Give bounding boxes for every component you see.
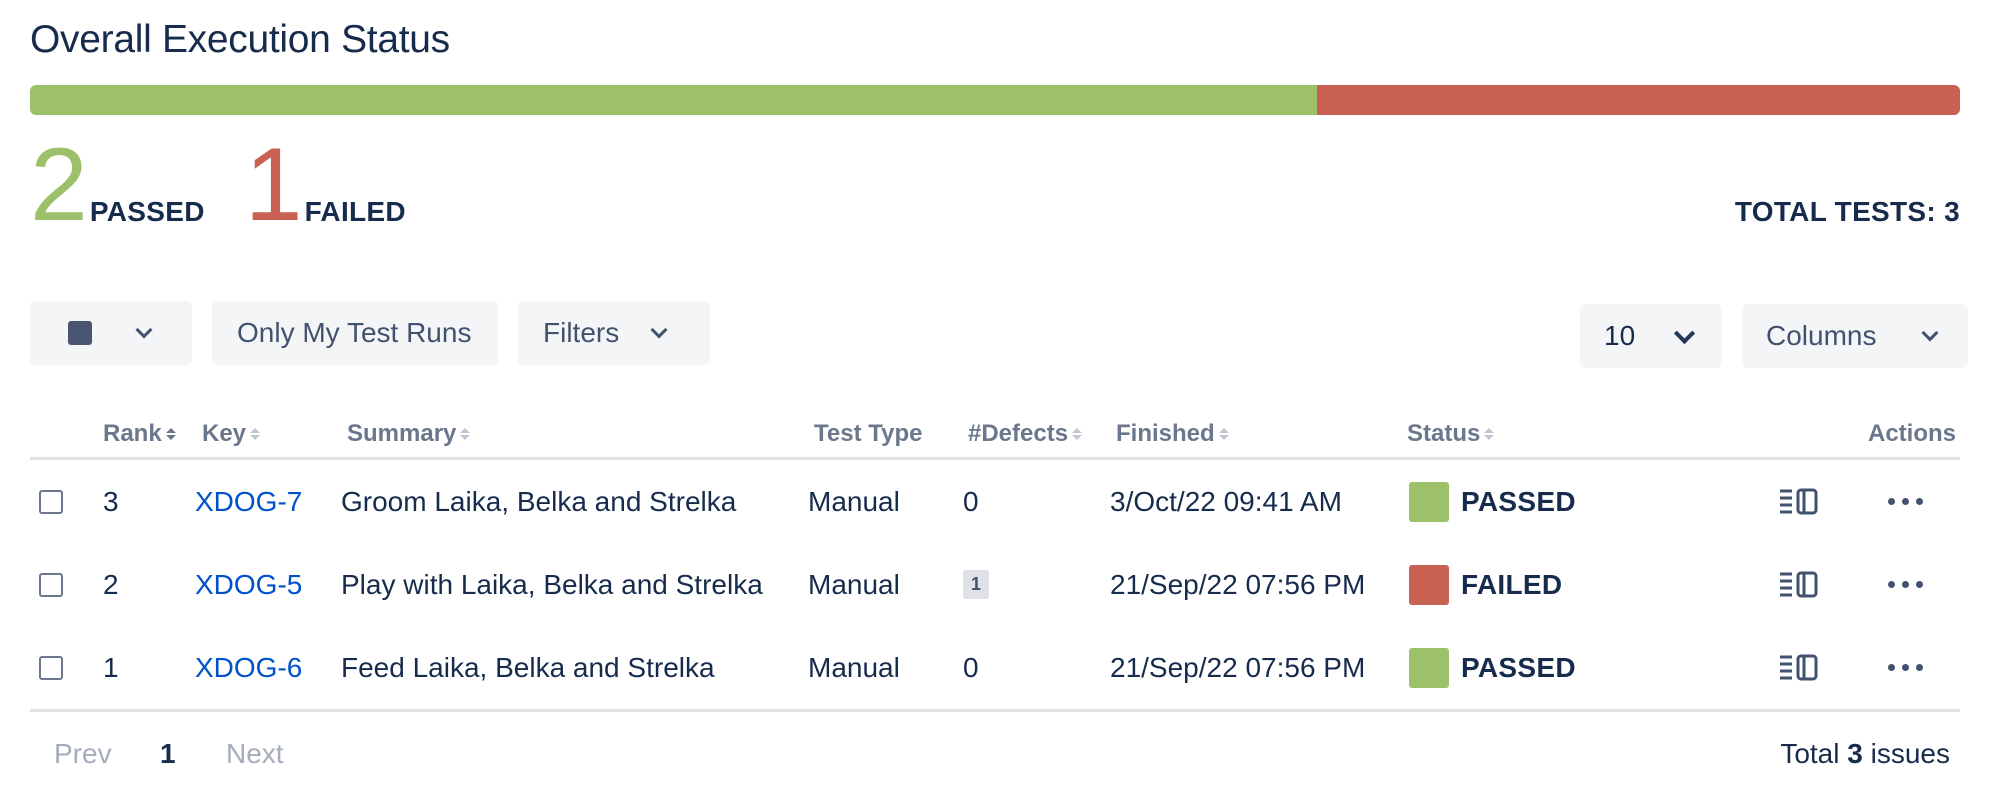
status-color-swatch	[1409, 647, 1449, 688]
bulk-select-dropdown[interactable]	[30, 301, 192, 365]
column-header-defects-label: #Defects	[968, 420, 1069, 447]
chevron-down-icon	[1674, 322, 1696, 344]
passed-stat: 2 PASSED	[30, 127, 205, 243]
column-header-summary-label: Summary	[347, 420, 457, 447]
row-status: FAILED	[1409, 543, 1562, 626]
page-size-value: 10	[1604, 320, 1636, 351]
passed-label: PASSED	[89, 196, 205, 227]
row-test-type: Manual	[808, 568, 900, 600]
table-row: 3 XDOG-7 Groom Laika, Belka and Strelka …	[30, 460, 1960, 543]
status-color-swatch	[1409, 481, 1449, 522]
passed-count: 2	[30, 127, 88, 243]
total-tests: TOTAL TESTS: 3	[1734, 196, 1960, 227]
row-defects: 0	[963, 651, 979, 683]
row-summary: Feed Laika, Belka and Strelka	[341, 651, 715, 683]
progress-failed-segment	[1316, 85, 1960, 115]
chevron-down-icon	[135, 321, 153, 339]
row-summary: Groom Laika, Belka and Strelka	[341, 485, 737, 517]
row-defects[interactable]: 1	[963, 543, 990, 626]
row-checkbox[interactable]	[39, 655, 63, 680]
sort-icon	[165, 428, 176, 440]
column-header-actions-label: Actions	[1868, 420, 1957, 447]
failed-count: 1	[244, 127, 303, 243]
row-finished: 21/Sep/22 07:56 PM	[1110, 568, 1366, 600]
execution-details-icon[interactable]	[1779, 543, 1819, 626]
row-finished: 21/Sep/22 07:56 PM	[1110, 651, 1366, 683]
only-my-test-runs-label: Only My Test Runs	[237, 317, 472, 348]
row-rank: 1	[103, 651, 119, 683]
failed-label: FAILED	[304, 196, 406, 227]
status-color-swatch	[1409, 564, 1449, 605]
row-rank: 2	[103, 568, 119, 600]
square-checkbox-icon	[68, 321, 92, 345]
sort-icon	[1484, 428, 1495, 440]
row-checkbox[interactable]	[39, 489, 63, 514]
sort-icon	[1218, 428, 1229, 440]
columns-label: Columns	[1766, 320, 1877, 351]
column-header-rank[interactable]: Rank	[103, 420, 176, 448]
only-my-test-runs-button[interactable]: Only My Test Runs	[212, 301, 498, 365]
prev-page-button[interactable]: Prev	[54, 738, 112, 769]
row-status: PASSED	[1409, 626, 1576, 709]
sort-icon	[1072, 428, 1083, 440]
more-actions-icon[interactable]	[1888, 626, 1923, 709]
table-header-divider	[30, 457, 1960, 460]
table-footer-divider	[30, 709, 1960, 712]
row-key-link[interactable]: XDOG-5	[195, 568, 303, 600]
row-test-type: Manual	[808, 485, 900, 517]
sort-icon	[250, 428, 261, 440]
status-badge: PASSED	[1461, 485, 1576, 517]
execution-details-icon[interactable]	[1779, 460, 1819, 543]
status-badge: FAILED	[1461, 568, 1563, 600]
row-checkbox[interactable]	[39, 572, 63, 597]
chevron-down-icon	[1921, 324, 1939, 342]
status-badge: PASSED	[1461, 651, 1576, 683]
more-actions-icon[interactable]	[1888, 543, 1923, 626]
row-key-link[interactable]: XDOG-7	[195, 485, 303, 517]
page-size-select[interactable]: 10	[1580, 304, 1722, 368]
row-status: PASSED	[1409, 460, 1576, 543]
column-header-test-type: Test Type	[814, 420, 922, 448]
column-header-key[interactable]: Key	[202, 420, 261, 448]
column-header-finished-label: Finished	[1116, 420, 1215, 447]
column-header-summary[interactable]: Summary	[347, 420, 471, 448]
current-page[interactable]: 1	[160, 738, 176, 769]
column-header-status-label: Status	[1407, 420, 1481, 447]
row-summary: Play with Laika, Belka and Strelka	[341, 568, 763, 600]
execution-progress-bar	[30, 85, 1960, 115]
filters-dropdown[interactable]: Filters	[518, 301, 710, 365]
column-header-defects[interactable]: #Defects	[968, 420, 1083, 448]
column-header-finished[interactable]: Finished	[1116, 420, 1229, 448]
row-key-link[interactable]: XDOG-6	[195, 651, 303, 683]
filters-label: Filters	[543, 317, 620, 348]
defects-badge[interactable]: 1	[963, 570, 990, 599]
table-row: 2 XDOG-5 Play with Laika, Belka and Stre…	[30, 543, 1960, 626]
total-issues-prefix: Total	[1780, 738, 1840, 769]
status-summary: 2 PASSED 1 FAILED	[30, 127, 446, 243]
column-header-rank-label: Rank	[103, 420, 162, 447]
total-issues-count: 3	[1847, 738, 1863, 769]
row-test-type: Manual	[808, 651, 900, 683]
column-header-key-label: Key	[202, 420, 247, 447]
execution-details-icon[interactable]	[1779, 626, 1819, 709]
column-header-actions: Actions	[1868, 420, 1956, 448]
next-page-button[interactable]: Next	[226, 738, 284, 769]
chevron-down-icon	[650, 321, 668, 339]
page-title: Overall Execution Status	[30, 18, 450, 61]
progress-passed-segment	[30, 85, 1317, 115]
column-header-status[interactable]: Status	[1407, 420, 1495, 448]
row-rank: 3	[103, 485, 119, 517]
total-issues-suffix: issues	[1870, 738, 1950, 769]
column-header-test-type-label: Test Type	[814, 420, 923, 447]
row-finished: 3/Oct/22 09:41 AM	[1110, 485, 1342, 517]
total-issues: Total 3 issues	[1780, 738, 1950, 770]
failed-stat: 1 FAILED	[244, 127, 406, 243]
more-actions-icon[interactable]	[1888, 460, 1923, 543]
row-defects: 0	[963, 485, 979, 517]
columns-dropdown[interactable]: Columns	[1742, 304, 1968, 368]
table-row: 1 XDOG-6 Feed Laika, Belka and Strelka M…	[30, 626, 1960, 709]
sort-icon	[460, 428, 471, 440]
